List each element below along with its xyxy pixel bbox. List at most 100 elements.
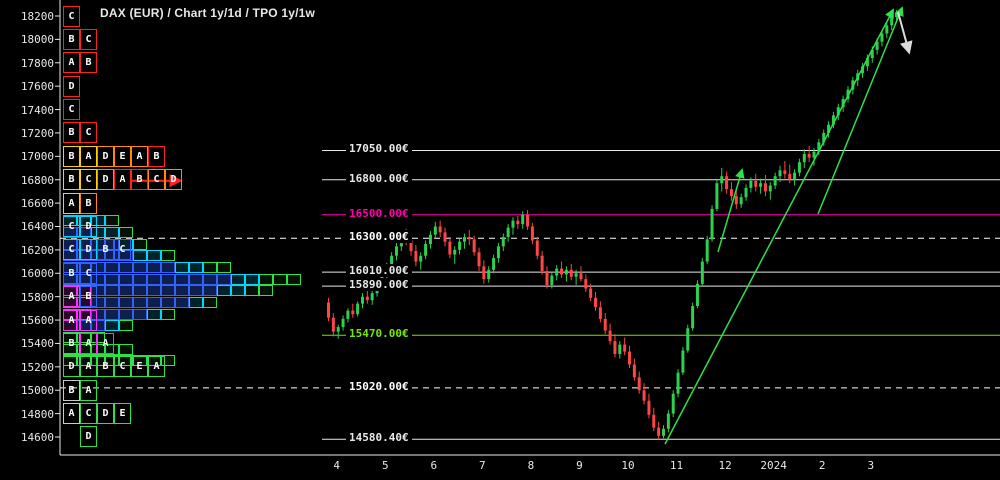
x-axis-label[interactable]: 10 bbox=[621, 459, 635, 472]
y-axis-label[interactable]: 17400 bbox=[20, 103, 54, 117]
y-axis-label[interactable]: 15800 bbox=[20, 290, 54, 304]
y-axis-label[interactable]: 14600 bbox=[20, 430, 54, 444]
tpo-profile-cell bbox=[203, 297, 217, 308]
y-axis-label[interactable]: 17000 bbox=[20, 150, 54, 164]
y-axis-label[interactable]: 15600 bbox=[20, 314, 54, 328]
x-axis-label[interactable]: 8 bbox=[527, 459, 535, 472]
price-level-label[interactable]: 14580.40€ bbox=[346, 431, 412, 445]
price-level-label[interactable]: 17050.00€ bbox=[346, 142, 412, 156]
y-axis-label[interactable]: 16400 bbox=[20, 220, 54, 234]
tpo-profile-cell bbox=[91, 238, 105, 250]
tpo-letter-cell: B bbox=[80, 286, 97, 308]
y-axis-label[interactable]: 18200 bbox=[20, 10, 54, 23]
x-axis-label[interactable]: 7 bbox=[479, 459, 486, 472]
tpo-profile-cell bbox=[133, 238, 147, 250]
price-level-label[interactable]: 16010.00€ bbox=[346, 264, 412, 278]
tpo-profile-cell bbox=[203, 261, 217, 273]
candle-body bbox=[628, 351, 632, 365]
candle-body bbox=[584, 279, 588, 289]
x-axis-label[interactable]: 9 bbox=[576, 459, 583, 472]
candle-body bbox=[346, 310, 350, 319]
tpo-letter-cell: E bbox=[114, 145, 131, 167]
candle-body bbox=[331, 317, 335, 332]
price-level-label[interactable]: 16500.00€ bbox=[346, 206, 412, 220]
price-level-label[interactable]: 15020.00€ bbox=[346, 379, 412, 393]
x-axis-label[interactable]: 4 bbox=[333, 459, 341, 472]
candle-body bbox=[734, 196, 738, 205]
candle-body bbox=[569, 269, 573, 277]
tpo-letter-cell: A bbox=[80, 356, 97, 378]
candle-body bbox=[652, 414, 656, 428]
tpo-letter-cell: A bbox=[80, 379, 97, 401]
candle-body bbox=[788, 173, 792, 180]
tpo-profile-cell bbox=[161, 285, 175, 297]
trend-arrow[interactable] bbox=[817, 6, 904, 215]
tpo-letter-cell: A bbox=[80, 332, 97, 354]
candle-body bbox=[540, 255, 544, 271]
tpo-letter-cell: A bbox=[63, 309, 80, 331]
y-axis-label[interactable]: 18000 bbox=[20, 33, 54, 47]
tpo-profile-cell bbox=[119, 355, 133, 367]
y-axis-label[interactable]: 15000 bbox=[20, 384, 54, 398]
candle-body bbox=[793, 172, 797, 180]
y-axis-label[interactable]: 15400 bbox=[20, 337, 54, 351]
candle-body bbox=[661, 428, 665, 436]
tpo-letter-cell: B bbox=[63, 28, 80, 50]
y-axis-label[interactable]: 16800 bbox=[20, 173, 54, 187]
tpo-letter-cell: C bbox=[80, 169, 97, 191]
tpo-profile-cell bbox=[119, 273, 133, 285]
tpo-profile-cell bbox=[77, 297, 91, 308]
tpo-profile-cell bbox=[175, 285, 189, 297]
candle-body bbox=[744, 187, 748, 198]
candle-body bbox=[564, 269, 568, 275]
y-axis-label[interactable]: 14800 bbox=[20, 407, 54, 421]
candle-body bbox=[725, 176, 729, 190]
tpo-profile-cell bbox=[91, 273, 105, 285]
x-axis-label[interactable]: 3 bbox=[867, 459, 875, 472]
x-axis-label[interactable]: 2024 bbox=[760, 459, 787, 472]
tpo-profile-cell bbox=[77, 285, 91, 297]
y-axis-label[interactable]: 17200 bbox=[20, 126, 54, 140]
price-level-label[interactable]: 15470.00€ bbox=[346, 327, 412, 341]
tpo-letter-cell: D bbox=[165, 169, 182, 191]
x-axis-label[interactable]: 6 bbox=[430, 459, 438, 472]
tpo-profile-cell bbox=[77, 320, 91, 332]
y-axis-label[interactable]: 17600 bbox=[20, 80, 54, 94]
candle-body bbox=[589, 288, 593, 298]
tpo-profile-cell bbox=[77, 273, 91, 285]
tpo-profile-cell bbox=[119, 261, 133, 273]
trend-arrow[interactable] bbox=[717, 168, 745, 253]
price-level-label[interactable]: 15890.00€ bbox=[346, 278, 412, 292]
candle-body bbox=[414, 251, 418, 262]
x-axis-label[interactable]: 5 bbox=[381, 459, 389, 472]
y-axis-label[interactable]: 16200 bbox=[20, 243, 54, 257]
candle-body bbox=[671, 393, 675, 414]
y-axis-label[interactable]: 16000 bbox=[20, 267, 54, 281]
candle-body bbox=[472, 239, 476, 253]
x-axis-label[interactable]: 11 bbox=[669, 459, 684, 472]
tpo-letter-cell: A bbox=[80, 309, 97, 331]
candle-body bbox=[458, 241, 462, 250]
tpo-letter-cell: B bbox=[80, 192, 97, 214]
price-level-label[interactable]: 16300.00€ bbox=[346, 230, 412, 244]
x-axis-label[interactable]: 2 bbox=[818, 459, 826, 472]
candle-body bbox=[443, 232, 447, 242]
tpo-profile-cell bbox=[105, 261, 119, 273]
x-axis-label[interactable]: 12 bbox=[718, 459, 732, 472]
price-level-label[interactable]: 16800.00€ bbox=[346, 171, 412, 185]
tpo-letter-cell: D bbox=[97, 145, 114, 167]
y-axis-label[interactable]: 15200 bbox=[20, 360, 54, 374]
candle-body bbox=[861, 66, 865, 74]
y-axis-label[interactable]: 17800 bbox=[20, 56, 54, 70]
tpo-profile-cell bbox=[133, 297, 147, 308]
tpo-letter-cell: B bbox=[63, 262, 80, 284]
tpo-profile-cell bbox=[217, 285, 231, 297]
trend-arrow[interactable] bbox=[664, 8, 894, 445]
down-arrow[interactable] bbox=[897, 11, 913, 55]
tpo-letter-cell: C bbox=[63, 5, 80, 27]
tpo-letter-cell: A bbox=[80, 145, 97, 167]
candle-body bbox=[453, 249, 457, 255]
y-axis-label[interactable]: 16600 bbox=[20, 197, 54, 211]
